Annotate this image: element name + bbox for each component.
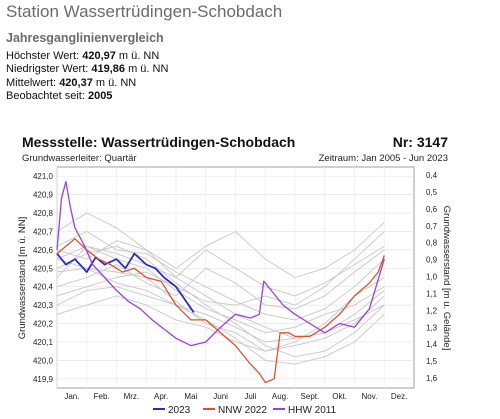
y-axis-left: 421,0 420,9 420,8 420,7 420,6 420,5 420,4 420,3… [33,172,54,384]
legend: 2023 NNW 2022 HHW 2011 [153,405,337,416]
x-tick-label: Aug. [272,392,288,401]
y-tick-left: 420,5 [33,264,54,273]
legend-label-2023: 2023 [168,405,191,416]
y-tick-left: 420,6 [33,246,54,255]
y-tick-right: 1,2 [426,306,438,315]
x-tick-label: Mai [184,392,197,401]
y-tick-right: 0,8 [426,239,438,248]
section-title: Jahresganglinienvergleich [6,31,164,45]
series-line-other-year [56,245,385,358]
x-tick-label: Dez. [391,392,407,401]
y-tick-right: 1,0 [426,273,438,282]
y-tick-left: 420,7 [33,227,54,236]
y-tick-right: 1,4 [426,340,438,349]
chart-title: Messstelle: Wassertrüdingen-Schobdach [22,134,295,150]
series-line-nnw-2022 [56,238,385,384]
y-tick-left: 420,2 [33,320,54,329]
chart-number: Nr: 3147 [393,134,448,150]
stat-max: Höchster Wert: 420,97 m ü. NN [6,50,160,62]
stat-min: Niedrigster Wert: 419,86 m ü. NN [6,63,169,76]
series-line-other-year [56,249,385,310]
x-axis: Jan. Feb. Mrz. Apr. Mai Juni Juli Aug. Sept. Okt.… [64,392,407,401]
x-tick-label: Jan. [64,392,79,401]
y-tick-left: 420,4 [33,283,54,292]
y-axis-right: 0,4 0,5 0,6 0,7 0,8 0,9 1,0 1,1 1,2 1,3 1,4 1,5 1,6 [426,171,438,383]
x-tick-label: Okt. [332,392,347,401]
x-tick-label: Feb. [94,392,110,401]
station-title: Station Wassertrüdingen-Schobdach [6,2,283,21]
x-tick-label: Mrz. [124,392,140,401]
y-tick-left: 420,8 [33,209,54,218]
series-line-other-year [56,231,385,306]
series-line-other-year [56,231,385,321]
y-tick-left: 420,1 [33,338,54,347]
series-line-other-year [56,286,385,343]
series-line-other-year [56,267,385,365]
y-tick-left: 420,3 [33,301,54,310]
legend-label-hhw-2011: HHW 2011 [288,405,337,416]
y-tick-right: 0,6 [426,205,438,214]
y-axis-right-label: Grundwasserstand [m u. Gelände] [441,206,452,351]
series-line-hhw-2011 [56,181,385,347]
legend-label-nnw-2022: NNW 2022 [218,405,267,416]
y-tick-left: 421,0 [33,172,54,181]
y-tick-right: 0,4 [426,171,438,180]
y-tick-left: 419,9 [33,375,54,384]
x-tick-label: Juni [213,392,228,401]
stat-since: Beobachtet seit: 2005 [6,90,113,103]
series-lines [56,181,385,384]
chart-subtitle-right: Zeitraum: Jan 2005 - Jun 2023 [319,153,448,164]
series-line-other-year [56,295,385,352]
y-tick-right: 0,7 [426,222,438,231]
chart-subtitle-left: Grundwasserleiter: Quartär [22,153,137,164]
series-line-other-year [56,245,385,297]
y-tick-right: 1,3 [426,323,438,332]
y-tick-right: 1,5 [426,357,438,366]
x-tick-label: Juli [244,392,256,401]
series-line-other-year [56,221,385,278]
y-axis-left-label: Grundwasserstand [m ü. NN] [17,217,28,340]
stats-block: Höchster Wert: 420,97 m ü. NN Niedrigste… [6,50,168,104]
x-tick-label: Sept. [301,392,320,401]
stat-mean: Mittelwert: 420,37 m ü. NN [6,76,137,89]
y-tick-left: 420,0 [33,356,54,365]
y-tick-left: 420,9 [33,191,54,200]
y-tick-right: 1,6 [426,374,438,383]
y-tick-right: 0,5 [426,188,438,197]
y-tick-right: 1,1 [426,289,438,298]
series-line-other-year [56,258,385,352]
series-line-2023 [56,252,195,314]
y-tick-right: 0,9 [426,256,438,265]
x-tick-label: Nov. [361,392,377,401]
x-tick-label: Apr. [154,392,168,401]
